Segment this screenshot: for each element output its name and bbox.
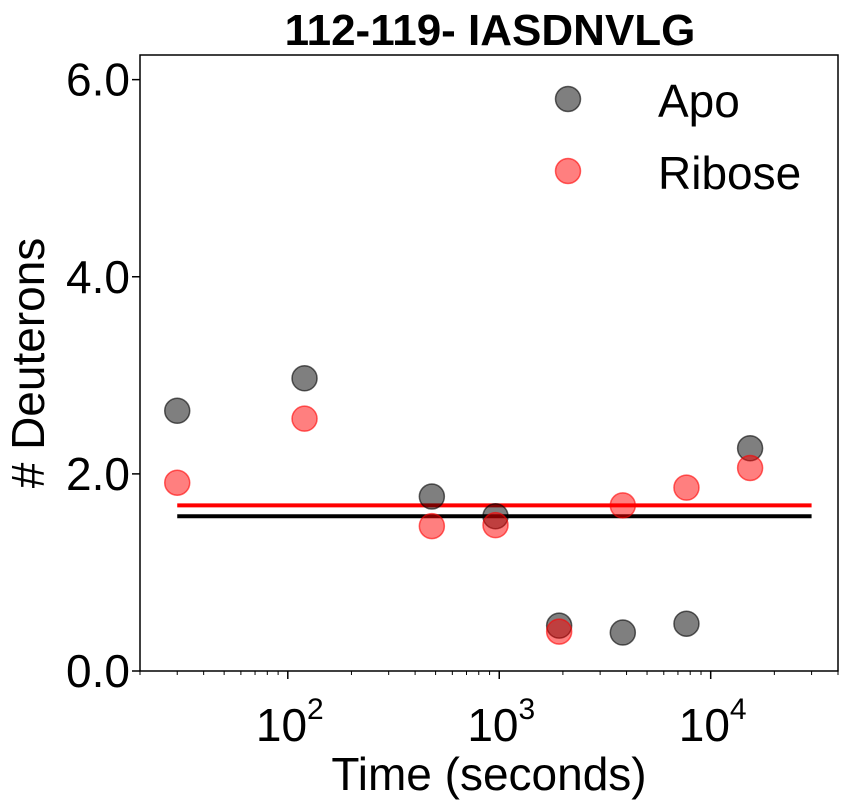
plot-area-frame	[139, 54, 839, 672]
point-apo	[291, 365, 318, 392]
y-tick-label: 6.0	[66, 54, 130, 106]
point-ribose	[163, 469, 191, 497]
x-axis-ticks: 102 103 104	[139, 671, 839, 751]
x-tick-label: 103	[467, 693, 535, 751]
point-apo	[163, 397, 191, 425]
legend-label-apo: Apo	[658, 75, 740, 127]
x-axis-label: Time (seconds)	[331, 748, 646, 800]
y-axis-ticks: 0.0 2.0 4.0 6.0	[66, 54, 140, 697]
point-apo	[673, 610, 700, 637]
x-tick-label: 102	[256, 693, 324, 751]
legend: Apo Ribose	[554, 75, 801, 199]
y-tick-label: 2.0	[66, 448, 130, 500]
point-ribose	[291, 405, 318, 432]
legend-marker-ribose	[554, 157, 582, 185]
point-ribose	[736, 454, 764, 482]
y-tick-label: 0.0	[66, 645, 130, 697]
point-ribose	[545, 618, 573, 645]
point-ribose	[673, 474, 700, 501]
data-points	[163, 365, 764, 646]
point-ribose	[482, 511, 509, 539]
legend-label-ribose: Ribose	[658, 147, 801, 199]
legend-marker-apo	[554, 85, 582, 113]
point-apo	[418, 483, 446, 510]
y-tick-label: 4.0	[66, 251, 130, 303]
point-ribose	[609, 492, 637, 519]
point-ribose	[418, 512, 446, 540]
y-axis-label: # Deuterons	[2, 238, 54, 489]
x-tick-label: 104	[679, 693, 747, 751]
chart-title: 112-119- IASDNVLG	[285, 6, 696, 55]
point-apo	[609, 619, 637, 646]
